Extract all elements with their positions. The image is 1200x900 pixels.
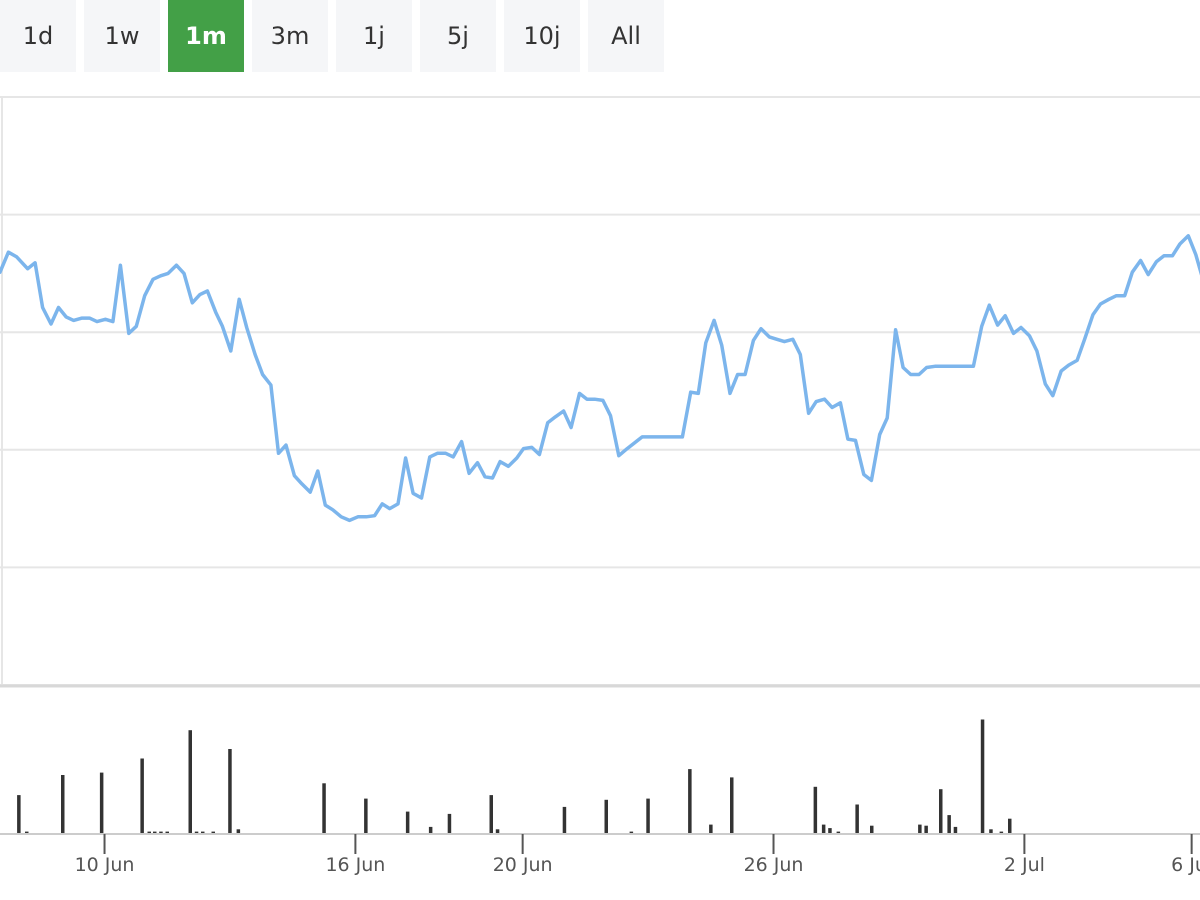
volume-bar — [562, 806, 567, 834]
volume-bar — [947, 815, 951, 834]
range-selector: 1d 1w 1m 3m 1j 5j 10j All — [0, 0, 672, 72]
volume-bar — [201, 831, 205, 834]
volume-bar — [709, 824, 713, 834]
volume-bar — [188, 730, 192, 834]
range-button-all[interactable]: All — [588, 0, 664, 72]
x-tick-label-20-jun: 20 Jun — [493, 854, 553, 876]
volume-bar — [211, 831, 215, 834]
volume-bar — [629, 831, 634, 834]
volume-bar — [322, 783, 326, 834]
x-axis: 10 Jun 16 Jun 20 Jun 26 Jun 2 Jul 6 Jul — [75, 834, 1200, 876]
price-line — [0, 234, 1200, 523]
volume-bar — [236, 829, 241, 834]
volume-bar — [17, 795, 21, 834]
volume-bar — [405, 811, 410, 834]
x-tick-label-10-jun: 10 Jun — [75, 854, 135, 876]
range-button-3m[interactable]: 3m — [252, 0, 328, 72]
x-tick-label-6-jul: 6 Jul — [1171, 854, 1200, 876]
x-tick-label-16-jun: 16 Jun — [325, 854, 385, 876]
grid-lines — [0, 96, 1200, 686]
volume-bar — [989, 829, 993, 834]
volume-bar — [730, 777, 734, 834]
volume-bar — [194, 831, 199, 834]
volume-bar — [1008, 818, 1012, 834]
volume-bar — [999, 831, 1004, 834]
range-button-5j[interactable]: 5j — [420, 0, 496, 72]
range-button-1d[interactable]: 1d — [0, 0, 76, 72]
volume-bar — [836, 831, 841, 834]
range-button-1w[interactable]: 1w — [84, 0, 160, 72]
volume-bar — [99, 772, 104, 834]
volume-bar — [140, 758, 144, 834]
range-button-1m[interactable]: 1m — [168, 0, 244, 72]
volume-bar — [495, 829, 500, 834]
volume-bar — [980, 719, 985, 834]
volume-bar — [147, 831, 151, 834]
volume-bar — [918, 824, 922, 834]
volume-bar — [489, 795, 493, 834]
x-tick-label-2-jul: 2 Jul — [1004, 854, 1045, 876]
volume-bars — [17, 719, 1012, 834]
volume-bar — [447, 813, 452, 834]
range-button-10j[interactable]: 10j — [504, 0, 580, 72]
volume-bar — [646, 798, 650, 834]
volume-bar — [870, 825, 874, 834]
volume-bar — [828, 828, 832, 834]
volume-bar — [165, 831, 169, 834]
volume-bar — [953, 826, 958, 834]
volume-bar — [939, 789, 943, 834]
volume-bar — [159, 831, 163, 834]
volume-bar — [604, 799, 608, 834]
volume-bar — [25, 831, 29, 834]
volume-bar — [428, 826, 433, 834]
volume-bar — [228, 749, 232, 834]
volume-bar — [813, 786, 818, 834]
volume-bar — [821, 824, 826, 834]
x-tick-label-26-jun: 26 Jun — [744, 854, 804, 876]
volume-bar — [855, 804, 859, 834]
volume-bar — [61, 775, 65, 834]
volume-bar — [924, 825, 928, 834]
volume-bar — [364, 798, 368, 834]
volume-bar — [688, 769, 692, 834]
volume-bar — [153, 831, 157, 834]
range-button-1j[interactable]: 1j — [336, 0, 412, 72]
